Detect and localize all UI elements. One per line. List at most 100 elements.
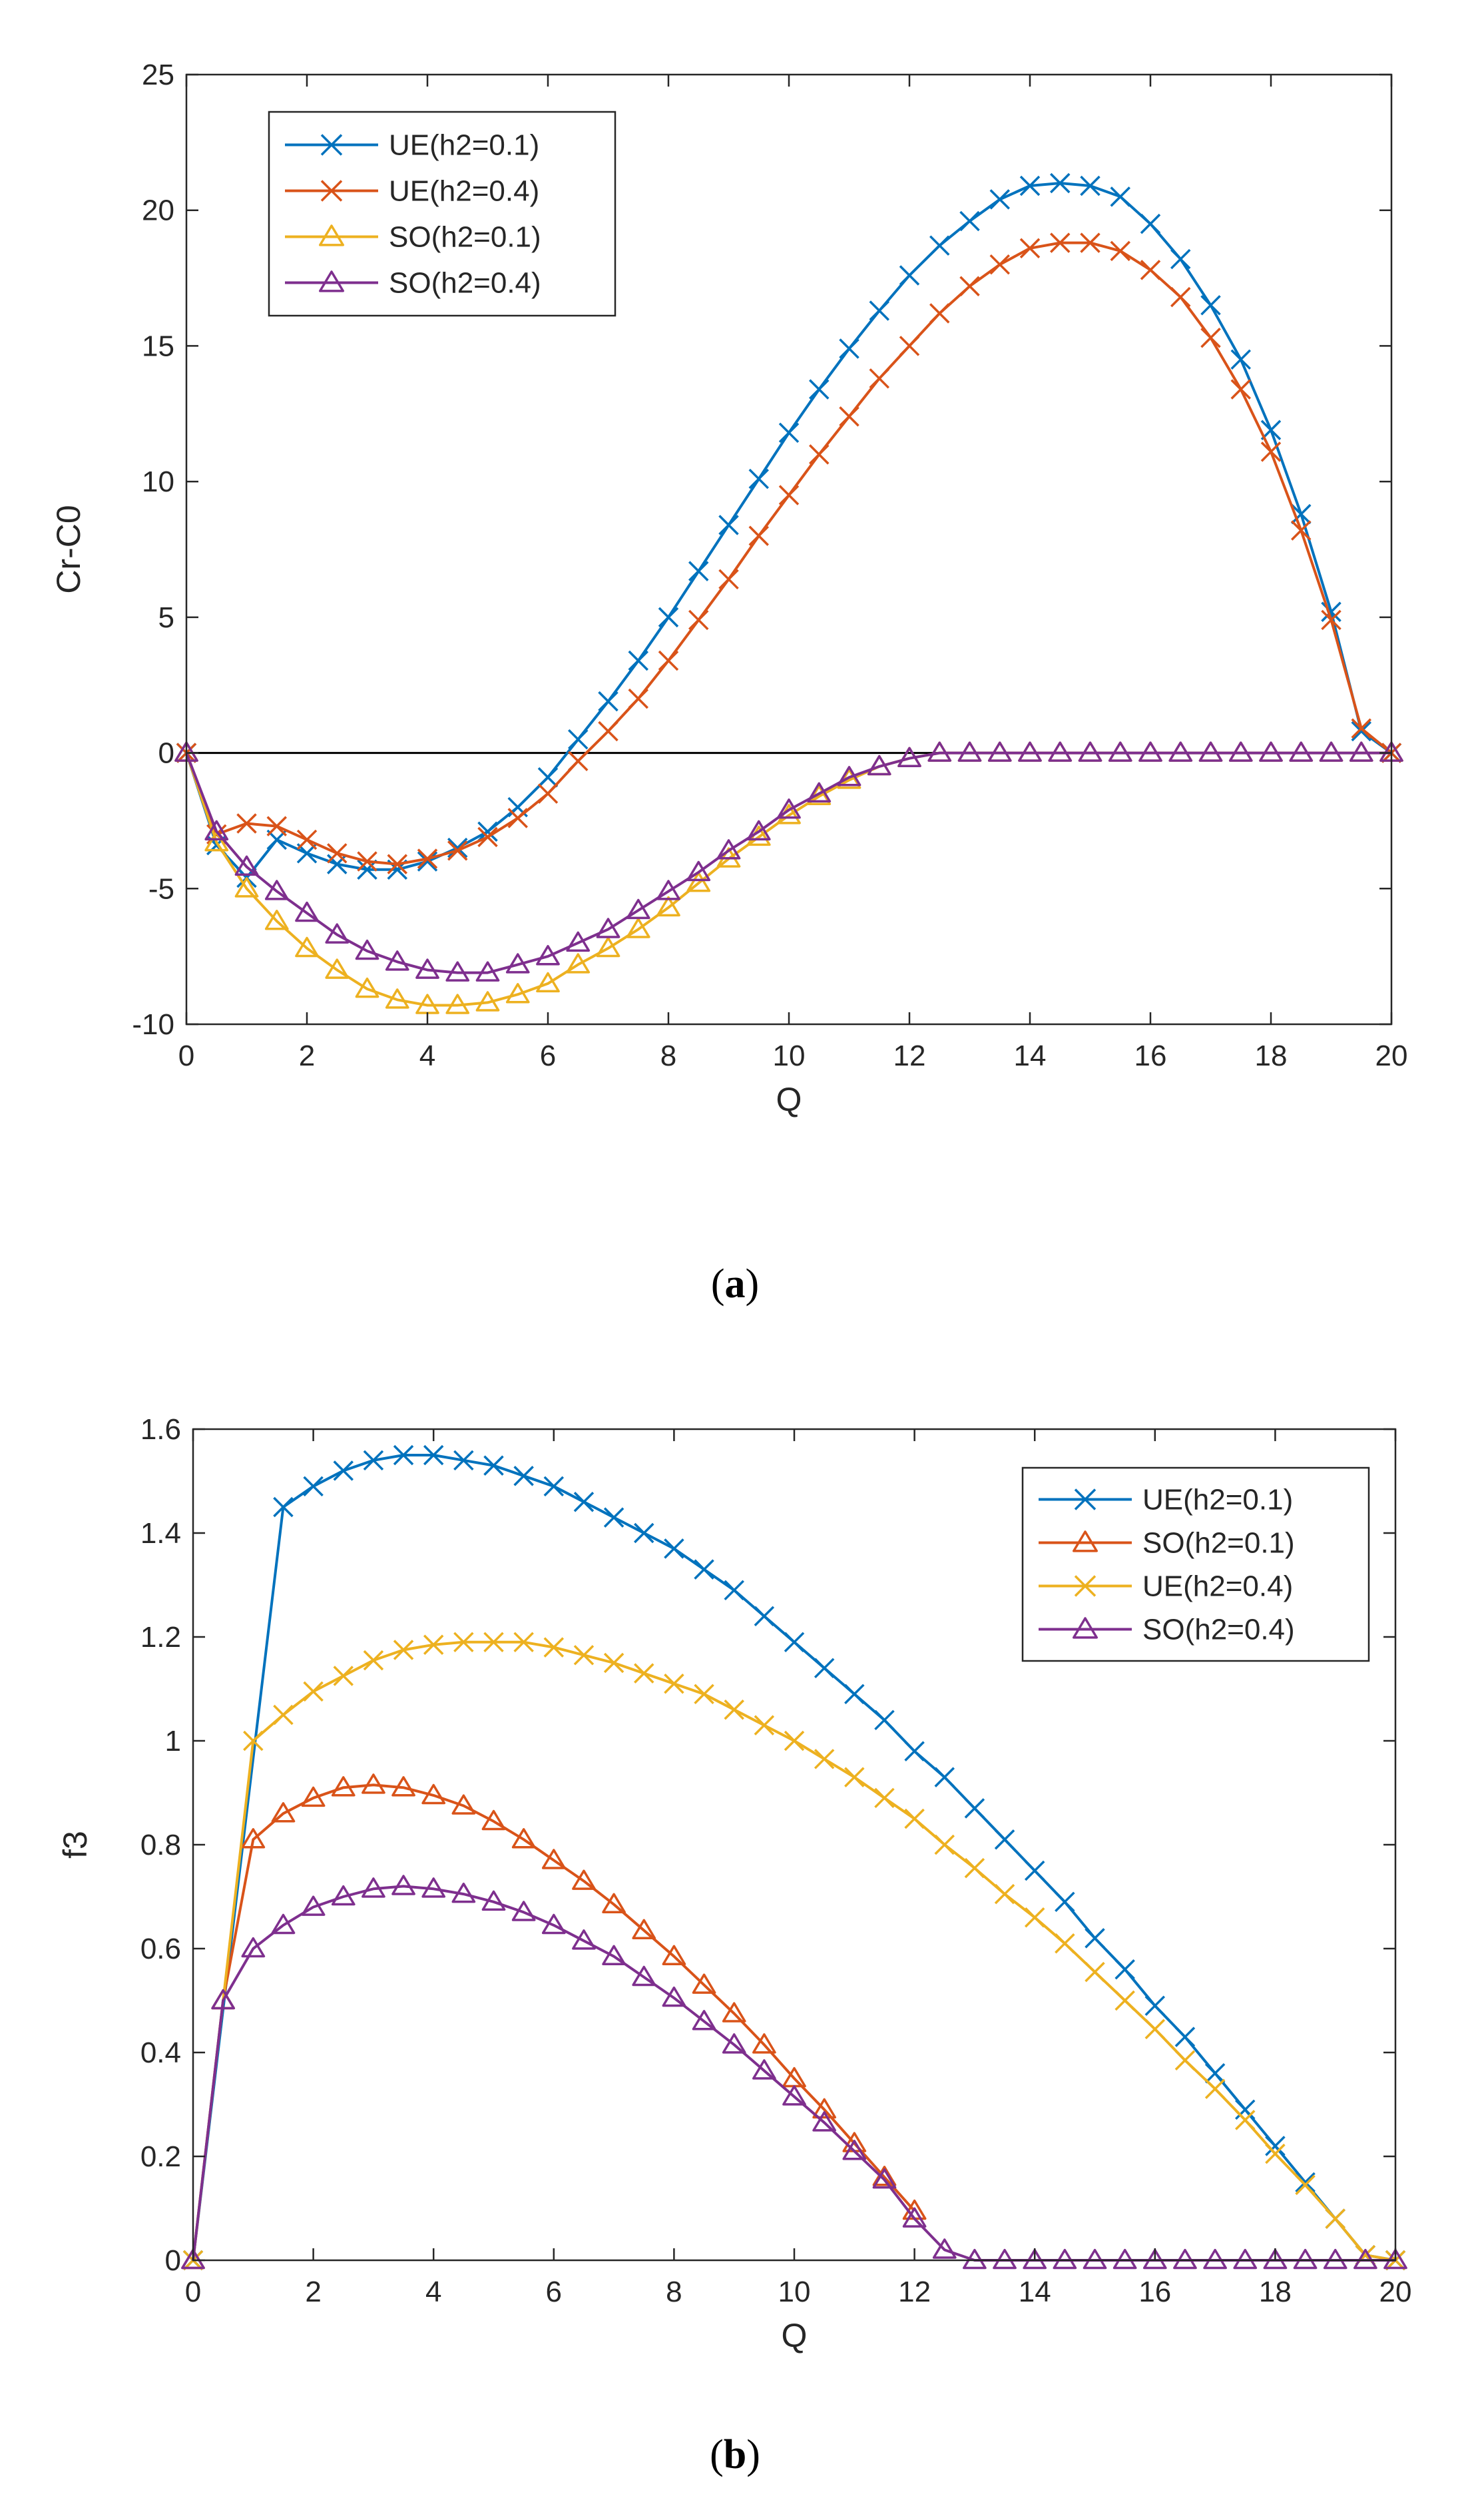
y-tick-label-a-6: 20 (142, 194, 174, 227)
legend-marker-a-0 (320, 134, 343, 156)
data-point-b-0-21 (874, 1710, 895, 1731)
data-point-a-1-30 (1080, 232, 1101, 253)
data-point-a-2-2 (234, 877, 259, 898)
data-point-a-3-5 (325, 923, 350, 944)
data-point-b-3-1 (211, 1989, 235, 2010)
data-point-b-3-35 (1233, 2248, 1258, 2270)
data-point-b-0-19 (814, 1658, 835, 1679)
data-point-b-2-29 (1085, 1961, 1105, 1983)
data-point-a-1-25 (929, 303, 950, 324)
y-tick-label-b-6: 1.2 (140, 1621, 181, 1654)
y-tick-label-b-5: 1 (165, 1725, 181, 1757)
data-point-b-0-14 (664, 1538, 684, 1559)
data-point-b-0-12 (603, 1507, 624, 1528)
data-point-a-1-17 (688, 609, 709, 631)
data-point-b-3-11 (511, 1901, 536, 1921)
legend-marker-b-1 (1073, 1530, 1098, 1552)
series-line-b-1 (192, 1783, 916, 2261)
data-point-b-2-22 (874, 1787, 895, 1809)
data-point-b-0-8 (483, 1455, 504, 1476)
y-tick-label-b-2: 0.4 (140, 2037, 181, 2069)
data-point-b-2-11 (543, 1637, 565, 1658)
data-point-a-3-28 (1018, 741, 1042, 762)
data-point-b-0-24 (964, 1798, 985, 1819)
data-point-a-0-23 (869, 300, 889, 321)
data-point-b-2-20 (814, 1749, 835, 1769)
data-point-b-3-23 (872, 2168, 897, 2189)
data-point-b-3-15 (632, 1965, 656, 1987)
data-point-b-1-5 (331, 1776, 356, 1797)
data-point-b-0-27 (1055, 1891, 1075, 1913)
data-point-b-3-24 (902, 2207, 927, 2228)
data-point-b-0-33 (1235, 2099, 1256, 2120)
data-point-b-3-10 (481, 1890, 506, 1911)
data-point-b-2-13 (603, 1652, 624, 1674)
data-point-a-2-17 (686, 871, 711, 892)
data-point-a-0-16 (658, 607, 679, 628)
data-point-a-2-6 (355, 977, 379, 998)
data-point-a-3-12 (536, 944, 560, 966)
y-tick-label-b-8: 1.6 (140, 1413, 181, 1446)
legend-marker-b-2 (1074, 1575, 1097, 1597)
data-point-b-2-15 (664, 1673, 684, 1694)
data-point-b-1-19 (752, 2033, 776, 2054)
data-point-a-3-3 (264, 880, 289, 900)
data-point-b-2-2 (273, 1704, 294, 1726)
data-point-a-3-31 (1108, 741, 1132, 762)
data-point-b-2-25 (964, 1857, 985, 1879)
data-point-b-2-6 (393, 1640, 414, 1660)
legend-marker-b-0 (1074, 1488, 1097, 1510)
data-point-b-0-5 (393, 1444, 414, 1466)
legend-label-a-3: SO(h2=0.4) (389, 267, 541, 300)
data-point-b-2-32 (1174, 2050, 1196, 2070)
data-point-b-3-32 (1142, 2248, 1167, 2270)
x-tick-label-a-0: 0 (178, 1040, 194, 1072)
data-point-a-3-4 (295, 901, 319, 922)
data-point-b-2-36 (1295, 2174, 1316, 2196)
y-tick-label-b-0: 0 (165, 2244, 181, 2277)
data-point-a-0-10 (477, 821, 498, 842)
x-tick-label-b-5: 10 (778, 2276, 811, 2308)
caption-a-letter: a (725, 1261, 746, 1307)
legend-marker-a-3 (319, 270, 344, 292)
data-point-b-1-16 (662, 1945, 686, 1965)
data-point-a-1-36 (1260, 442, 1282, 462)
data-point-b-0-18 (784, 1632, 805, 1653)
data-point-b-1-3 (271, 1802, 296, 1823)
data-point-a-0-12 (537, 767, 559, 788)
data-point-a-3-20 (777, 798, 801, 819)
data-point-a-0-18 (718, 515, 739, 535)
data-point-b-1-10 (481, 1809, 506, 1831)
data-point-a-1-8 (417, 848, 438, 869)
y-axis-label-a: Cr-C0 (50, 505, 87, 593)
data-point-a-3-15 (626, 898, 650, 920)
data-point-b-2-12 (573, 1645, 595, 1666)
y-tick-label-a-0: -10 (132, 1008, 174, 1041)
data-point-a-3-37 (1289, 741, 1314, 762)
x-tick-label-a-10: 20 (1375, 1040, 1408, 1072)
data-point-b-3-30 (1083, 2248, 1107, 2270)
data-point-a-1-14 (598, 721, 618, 742)
data-point-b-0-11 (573, 1491, 595, 1512)
data-point-a-3-7 (385, 950, 409, 971)
data-point-a-0-15 (628, 650, 648, 671)
x-axis-label-b: Q (782, 2317, 808, 2354)
data-point-b-0-34 (1265, 2136, 1286, 2156)
y-tick-label-a-4: 10 (142, 466, 174, 498)
data-point-a-1-39 (1351, 718, 1371, 739)
data-point-b-3-21 (812, 2111, 836, 2132)
data-point-a-3-35 (1228, 741, 1253, 762)
data-point-a-1-28 (1019, 238, 1041, 258)
data-point-b-0-31 (1174, 2027, 1196, 2047)
x-tick-label-a-5: 10 (773, 1040, 806, 1072)
data-point-a-0-31 (1110, 186, 1130, 207)
data-point-b-2-8 (453, 1632, 474, 1653)
data-point-b-3-28 (1023, 2248, 1047, 2270)
legend-marker-b-3 (1073, 1617, 1098, 1639)
data-point-a-2-11 (505, 983, 530, 1004)
data-point-b-1-14 (602, 1893, 626, 1913)
x-tick-label-b-8: 16 (1138, 2276, 1171, 2308)
data-point-b-3-8 (421, 1877, 446, 1898)
data-point-b-2-19 (784, 1730, 805, 1751)
caption-a: (a) (711, 1261, 759, 1307)
